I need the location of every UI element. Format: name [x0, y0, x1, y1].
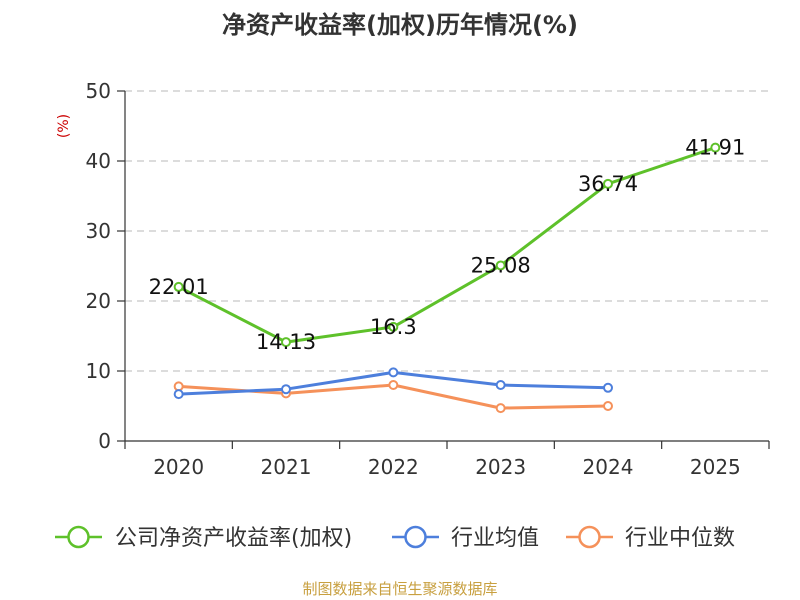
data-point-1 [495, 380, 506, 390]
data-point-1 [603, 382, 613, 393]
legend-marker-1 [404, 525, 427, 549]
data-label: 22.01 [149, 275, 209, 299]
y-tick-label: 0 [98, 429, 111, 453]
data-point-2 [388, 380, 399, 390]
data-point-0 [281, 337, 291, 348]
legend-marker-0 [67, 525, 90, 549]
x-tick-label: 2023 [475, 455, 526, 479]
data-point-1 [173, 389, 184, 400]
y-tick-label: 10 [86, 359, 111, 383]
legend-marker-2 [578, 525, 601, 549]
x-tick-label: 2020 [153, 455, 204, 479]
data-point-0 [388, 321, 399, 332]
data-labels: 22.01 14.13 16.3 25.08 36.74 41.91 [149, 136, 746, 354]
data-point-0 [173, 281, 184, 292]
x-tick-label: 2022 [368, 455, 419, 479]
data-point-1 [388, 367, 399, 378]
series-group [173, 142, 721, 414]
x-tick-label: 2021 [261, 455, 312, 479]
y-tick-label: 20 [86, 289, 111, 313]
x-tick-label: 2025 [690, 455, 741, 479]
data-point-2 [495, 403, 506, 414]
legend-label: 公司净资产收益率(加权) [115, 526, 352, 551]
data-label: 36.74 [578, 172, 638, 196]
data-label: 16.3 [370, 315, 417, 339]
data-label: 25.08 [471, 253, 531, 277]
data-point-0 [603, 178, 613, 189]
gridlines [125, 90, 769, 372]
data-point-1 [281, 384, 291, 395]
data-point-2 [603, 401, 613, 411]
y-tick-label: 40 [86, 149, 111, 173]
data-point-0 [495, 260, 506, 271]
y-tick-label: 30 [86, 219, 111, 243]
axes: 0 10 20 30 40 50 2020 2021 2022 2023 2024 2025 [86, 79, 770, 479]
x-tick-label: 2024 [583, 455, 634, 479]
y-axis-unit-label: (%) [56, 114, 72, 138]
source-note: 制图数据来自恒生聚源数据库 [302, 580, 497, 598]
chart-title: 净资产收益率(加权)历年情况(%) [222, 11, 578, 39]
data-point-0 [710, 142, 721, 153]
data-label: 14.13 [256, 330, 316, 354]
y-tick-label: 50 [86, 79, 111, 103]
legend: 公司净资产收益率(加权) 行业均值 行业中位数 [55, 525, 735, 551]
legend-label: 行业中位数 [625, 526, 735, 551]
data-label: 41.91 [685, 136, 745, 160]
legend-label: 行业均值 [451, 526, 539, 551]
series-line-0 [177, 146, 716, 344]
